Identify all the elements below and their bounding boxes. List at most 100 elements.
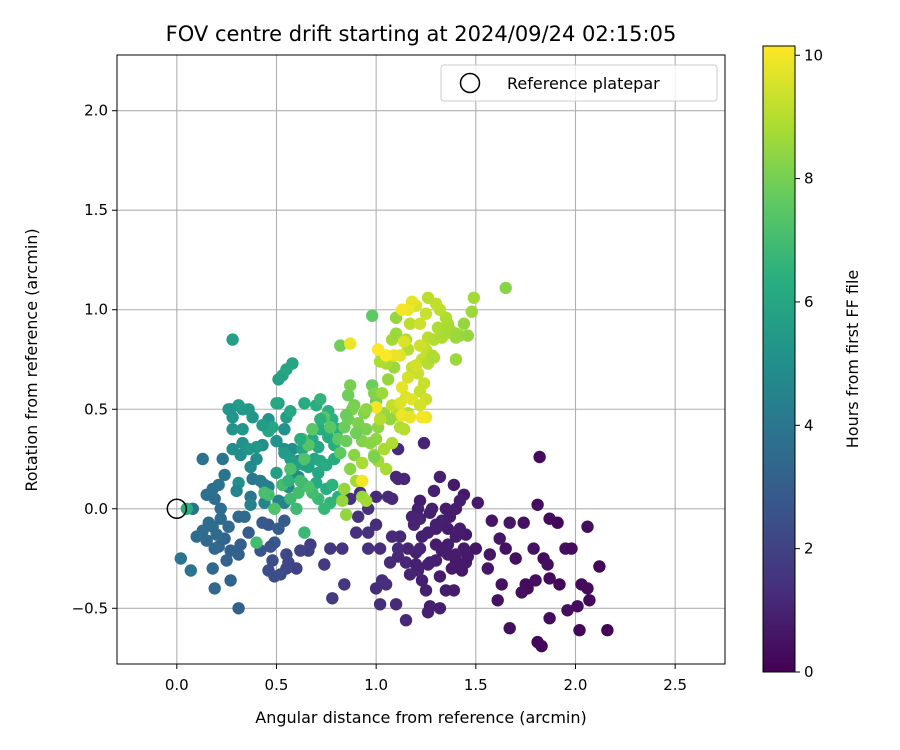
x-tick-label: 2.0 bbox=[564, 676, 588, 694]
scatter-point bbox=[417, 377, 431, 390]
scatter-point bbox=[601, 624, 614, 637]
scatter-point bbox=[362, 526, 375, 539]
scatter-point bbox=[242, 403, 255, 416]
scatter-point bbox=[278, 423, 291, 436]
scatter-point bbox=[206, 562, 219, 575]
scatter-point bbox=[503, 516, 516, 529]
scatter-point bbox=[529, 574, 542, 587]
scatter-point bbox=[405, 510, 419, 523]
scatter-point bbox=[352, 510, 365, 523]
scatter-point bbox=[403, 411, 417, 424]
scatter-point bbox=[360, 423, 373, 436]
scatter-point bbox=[399, 614, 413, 627]
scatter-point bbox=[381, 373, 395, 386]
scatter-point bbox=[373, 413, 387, 426]
colorbar-tick-label: 2 bbox=[804, 540, 814, 558]
x-axis-label: Angular distance from reference (arcmin) bbox=[255, 708, 586, 727]
scatter-point bbox=[449, 331, 463, 344]
scatter-point bbox=[212, 478, 225, 492]
scatter-point bbox=[272, 522, 285, 535]
scatter-point bbox=[242, 442, 255, 456]
scatter-point bbox=[481, 562, 494, 575]
scatter-point bbox=[244, 460, 257, 474]
scatter-point bbox=[449, 502, 463, 515]
scatter-point bbox=[338, 482, 351, 496]
scatter-point bbox=[413, 317, 427, 330]
scatter-point bbox=[415, 411, 429, 424]
scatter-point bbox=[268, 570, 281, 583]
scatter-point bbox=[360, 403, 373, 416]
scatter-point bbox=[373, 542, 387, 555]
reference-marker-layer bbox=[166, 498, 188, 520]
x-tick-label: 1.0 bbox=[364, 676, 388, 694]
reference-platepar-marker bbox=[166, 498, 188, 520]
colorbar-ticks: 0 2 4 6 8 10 bbox=[795, 46, 823, 681]
scatter-point bbox=[218, 468, 231, 482]
scatter-point bbox=[294, 544, 307, 557]
scatter-point bbox=[499, 542, 512, 555]
scatter-point bbox=[565, 542, 578, 555]
scatter-point bbox=[216, 452, 229, 466]
scatter-point bbox=[371, 343, 385, 356]
scatter-point bbox=[413, 399, 427, 412]
scatter-point bbox=[314, 413, 327, 426]
scatter-point bbox=[379, 462, 393, 476]
scatter-point bbox=[395, 303, 409, 316]
scatter-point bbox=[200, 534, 213, 547]
scatter-point bbox=[369, 518, 383, 531]
plot-frame bbox=[116, 54, 726, 665]
scatter-point bbox=[441, 522, 455, 535]
scatter-point bbox=[593, 560, 606, 573]
legend-box bbox=[440, 64, 718, 102]
scatter-point bbox=[294, 474, 307, 488]
scatter-point bbox=[336, 542, 349, 555]
x-axis-ticks: 0.0 0.5 1.0 1.5 2.0 2.5 bbox=[165, 664, 687, 694]
scatter-point bbox=[220, 554, 233, 567]
scatter-point bbox=[184, 564, 197, 577]
scatter-point bbox=[471, 496, 484, 509]
scatter-point bbox=[292, 486, 305, 499]
y-tick-label: 2.0 bbox=[84, 102, 108, 120]
scatter-point bbox=[270, 434, 283, 448]
scatter-point bbox=[385, 530, 399, 543]
x-tick-label: 1.5 bbox=[464, 676, 488, 694]
y-tick-label: 1.0 bbox=[84, 301, 108, 319]
scatter-point bbox=[467, 291, 480, 304]
legend-label: Reference platepar bbox=[507, 74, 660, 93]
y-axis-ticks: −0.5 0.0 0.5 1.0 1.5 2.0 bbox=[72, 102, 117, 617]
scatter-point bbox=[356, 456, 369, 470]
scatter-point bbox=[499, 281, 512, 295]
scatter-point bbox=[338, 578, 351, 591]
scatter-point bbox=[441, 548, 455, 561]
scatter-point bbox=[423, 506, 437, 519]
scatter-point bbox=[485, 514, 498, 527]
scatter-point bbox=[314, 393, 327, 406]
scatter-point bbox=[517, 516, 530, 529]
scatter-point bbox=[375, 387, 389, 400]
scatter-point bbox=[457, 317, 471, 330]
scatter-point bbox=[226, 442, 239, 456]
scatter-point bbox=[389, 327, 403, 340]
scatter-point bbox=[326, 478, 339, 492]
scatter-point bbox=[385, 436, 399, 450]
scatter-point bbox=[336, 494, 349, 507]
scatter-point bbox=[391, 542, 405, 555]
scatter-point bbox=[541, 558, 554, 571]
scatter-point bbox=[543, 612, 556, 625]
scatter-point bbox=[399, 556, 413, 569]
y-tick-label: 1.5 bbox=[84, 201, 108, 219]
scatter-point bbox=[421, 291, 435, 304]
scatter-point bbox=[318, 558, 331, 571]
scatter-point bbox=[535, 639, 548, 653]
scatter-point bbox=[369, 582, 383, 595]
y-tick-label: −0.5 bbox=[72, 599, 108, 617]
scatter-point bbox=[445, 562, 459, 575]
scatter-point bbox=[334, 446, 347, 460]
scatter-point bbox=[210, 528, 223, 541]
colorbar-tick-label: 4 bbox=[804, 416, 814, 434]
scatter-point bbox=[306, 423, 319, 436]
scatter-point bbox=[531, 498, 544, 511]
scatter-point bbox=[395, 381, 409, 394]
scatter-point bbox=[369, 490, 383, 503]
